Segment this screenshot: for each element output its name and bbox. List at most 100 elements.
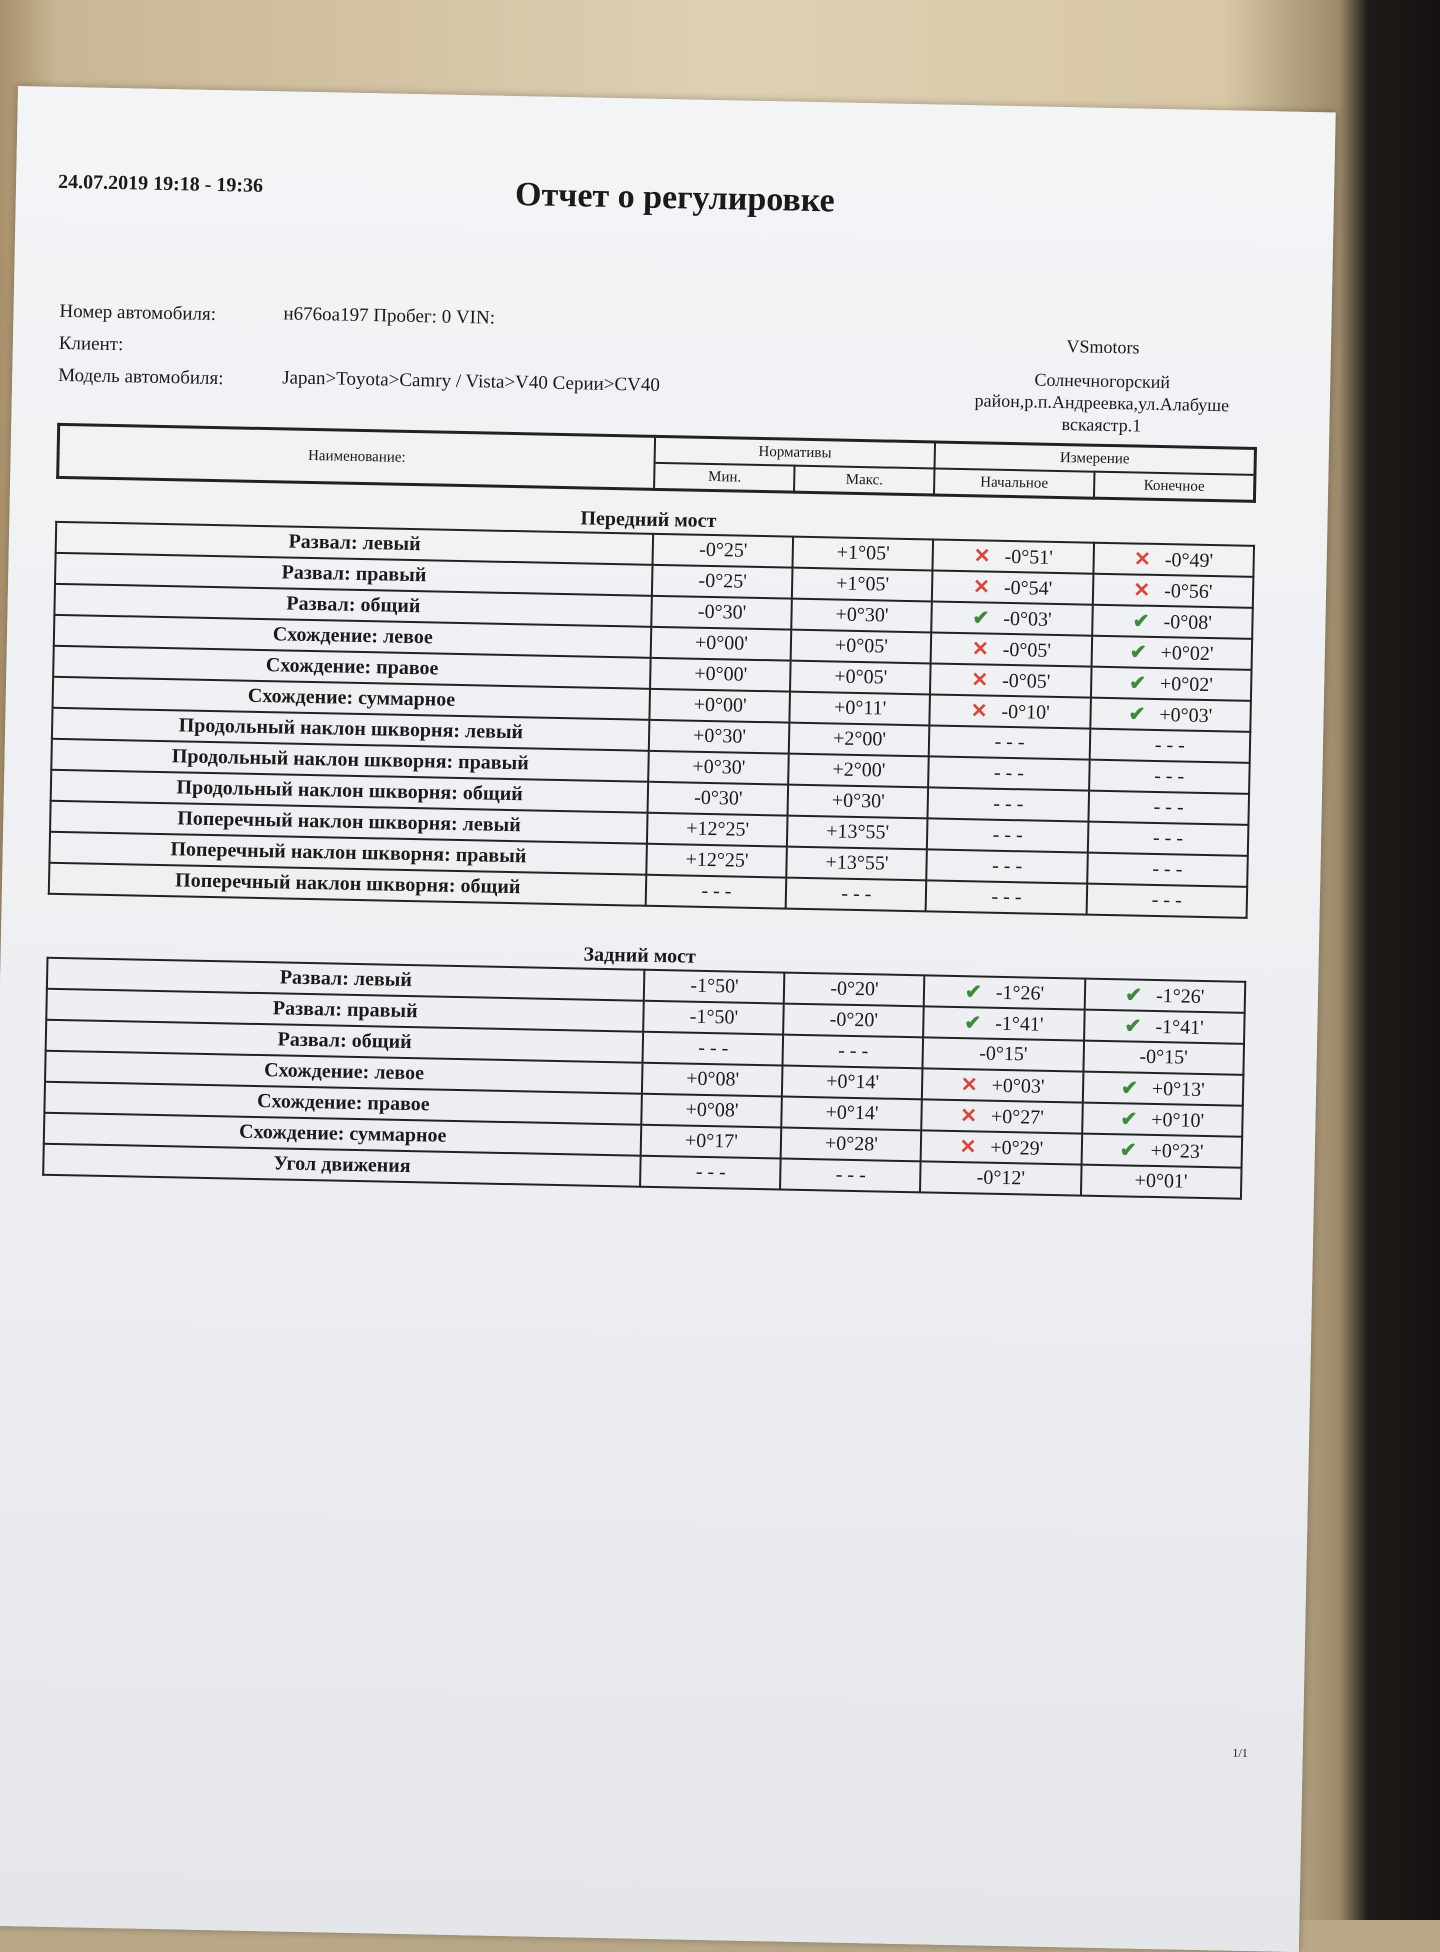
header-min: Мин. — [654, 462, 795, 493]
max-value: +0°05' — [791, 629, 932, 664]
final-value-text: -1°41' — [1155, 1016, 1204, 1039]
page-title: Отчет о регулировке — [514, 176, 836, 220]
initial-value: ✔ -1°41' — [923, 1006, 1085, 1041]
final-value-text: +0°02' — [1160, 642, 1214, 666]
row-name-text: Схождение: правое — [256, 1090, 430, 1116]
min-value-text: -0°25' — [698, 538, 748, 562]
cross-icon: ✕ — [971, 638, 989, 661]
final-value-text: -0°49' — [1164, 549, 1214, 573]
check-icon: ✔ — [1128, 703, 1146, 726]
final-value-text: -0°56' — [1163, 580, 1213, 604]
max-value-text: +0°28' — [824, 1132, 879, 1156]
final-value: +0°01' — [1080, 1164, 1242, 1199]
row-name-text: Развал: правый — [272, 997, 418, 1023]
initial-value-text: -0°12' — [976, 1166, 1026, 1190]
min-value-text: +0°30' — [692, 724, 747, 748]
final-value-text: +0°02' — [1159, 673, 1214, 697]
final-value: ✔ +0°03' — [1090, 697, 1251, 732]
model-value: Japan>Toyota>Camry / Vista>V40 Серии>CV4… — [281, 367, 661, 396]
min-value-text: +0°30' — [692, 755, 746, 779]
cross-icon: ✕ — [959, 1136, 977, 1159]
final-value: -0°15' — [1083, 1040, 1245, 1075]
max-value-text: +0°05' — [834, 665, 888, 689]
max-value-text: +1°05' — [835, 572, 890, 596]
final-value-text: - - - — [1152, 826, 1184, 850]
initial-value: - - - — [926, 880, 1087, 915]
min-value-text: +12°25' — [685, 848, 749, 872]
min-value: +12°25' — [647, 812, 788, 847]
min-value-text: -1°50' — [689, 1005, 739, 1029]
cross-icon: ✕ — [970, 700, 988, 723]
client-label: Клиент: — [58, 332, 124, 356]
company-name: VSmotors — [1066, 336, 1140, 358]
min-value-text: -0°25' — [698, 569, 748, 593]
check-icon: ✔ — [964, 981, 983, 1004]
row-name-text: Поперечный наклон шкворня: правый — [170, 838, 527, 868]
max-value-text: -0°20' — [829, 1008, 879, 1032]
initial-value: ✕ +0°27' — [921, 1099, 1083, 1134]
initial-value-text: -0°05' — [1001, 669, 1051, 693]
initial-value-text: - - - — [994, 730, 1025, 754]
initial-value: ✕ -0°05' — [931, 632, 1092, 667]
max-value-text: +2°00' — [832, 727, 887, 751]
min-value: -0°25' — [652, 564, 793, 599]
min-value-text: +0°17' — [684, 1129, 739, 1153]
min-value-text: -1°50' — [690, 974, 739, 998]
final-value-text: -0°08' — [1163, 611, 1213, 635]
min-value-text: +0°08' — [686, 1067, 740, 1091]
final-value: ✔ +0°02' — [1090, 666, 1252, 701]
final-value-text: - - - — [1153, 795, 1184, 819]
row-name-text: Развал: левый — [279, 966, 413, 992]
header-initial: Начальное — [933, 468, 1095, 499]
min-value: +0°00' — [651, 626, 792, 661]
cross-icon: ✕ — [1133, 579, 1151, 602]
final-value-text: -0°15' — [1139, 1045, 1188, 1069]
row-name-text: Схождение: суммарное — [247, 684, 456, 711]
max-value-text: +0°14' — [825, 1101, 879, 1125]
initial-value-text: +0°27' — [990, 1105, 1045, 1129]
min-value-text: - - - — [698, 1036, 729, 1060]
max-value-text: +13°55' — [825, 820, 890, 844]
final-value: ✔ -1°41' — [1083, 1009, 1245, 1044]
row-name-text: Схождение: левое — [263, 1059, 425, 1085]
final-value: - - - — [1087, 821, 1249, 856]
final-value-text: -1°26' — [1155, 985, 1205, 1008]
row-name-text: Схождение: правое — [265, 654, 439, 680]
final-value: - - - — [1089, 728, 1251, 763]
final-value-text: - - - — [1154, 764, 1185, 788]
initial-value-text: - - - — [993, 761, 1025, 785]
final-value: ✔ -0°08' — [1091, 604, 1253, 639]
min-value: -1°50' — [644, 969, 785, 1004]
min-value-text: +0°08' — [685, 1098, 739, 1122]
check-icon: ✔ — [1119, 1139, 1137, 1162]
check-icon: ✔ — [1120, 1077, 1139, 1100]
final-value-text: +0°01' — [1134, 1169, 1188, 1193]
max-value-text: - - - — [838, 1039, 869, 1063]
cross-icon: ✕ — [960, 1105, 978, 1128]
initial-value: -0°15' — [922, 1037, 1084, 1072]
max-value: +0°14' — [781, 1096, 923, 1131]
min-value: +12°25' — [646, 843, 788, 878]
min-value: +0°00' — [649, 688, 791, 723]
max-value-text: +0°11' — [833, 696, 887, 720]
max-value-text: +1°05' — [836, 541, 890, 565]
max-value: -0°20' — [784, 972, 925, 1007]
check-icon: ✔ — [964, 1012, 982, 1035]
max-value: - - - — [782, 1034, 924, 1069]
header-final: Конечное — [1093, 471, 1255, 502]
max-value: +2°00' — [788, 753, 930, 788]
initial-value-text: -0°15' — [978, 1042, 1028, 1066]
final-value: - - - — [1088, 759, 1250, 794]
initial-value-text: -0°03' — [1003, 607, 1052, 631]
initial-value: - - - — [927, 818, 1089, 853]
max-value: +0°30' — [787, 784, 929, 819]
cross-icon: ✕ — [972, 576, 991, 599]
row-name-text: Развал: правый — [281, 561, 427, 587]
min-value-text: -0°30' — [693, 786, 743, 810]
check-icon: ✔ — [1125, 984, 1143, 1007]
min-value: -1°50' — [643, 1000, 785, 1035]
row-name-text: Продольный наклон шкворня: левый — [178, 714, 524, 744]
initial-value: ✕ -0°10' — [929, 694, 1091, 729]
min-value-text: +0°00' — [693, 693, 747, 717]
min-value: +0°00' — [650, 657, 792, 692]
